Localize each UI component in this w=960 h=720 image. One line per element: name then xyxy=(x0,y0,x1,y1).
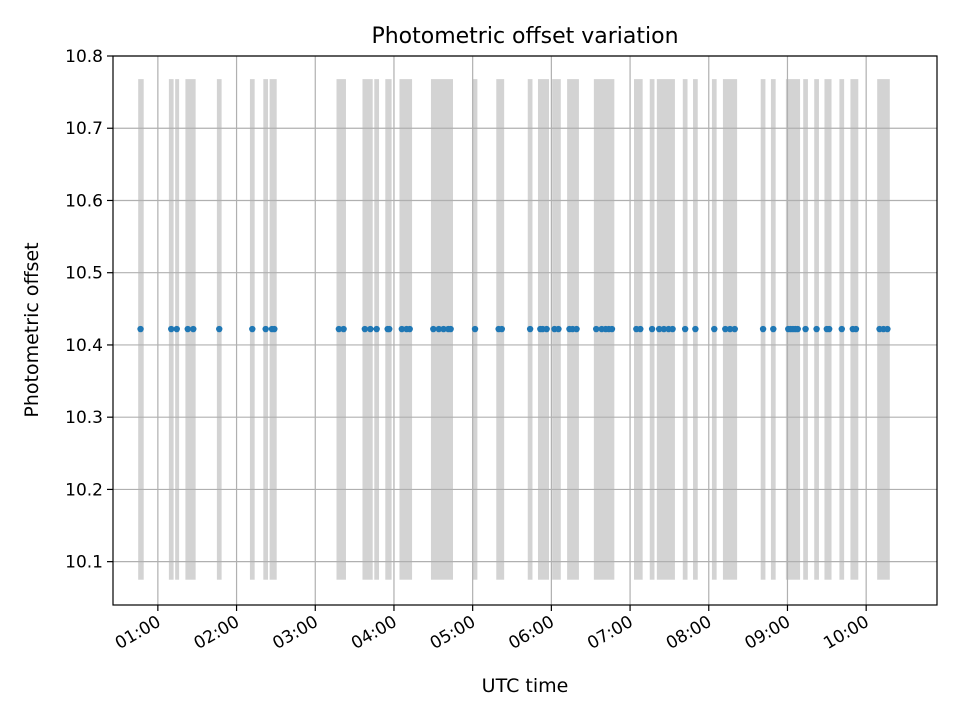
chart-title: Photometric offset variation xyxy=(371,24,678,49)
data-point xyxy=(608,325,616,333)
data-point xyxy=(802,325,809,333)
y-tick-label: 10.8 xyxy=(65,47,103,67)
data-point xyxy=(373,325,380,333)
data-point xyxy=(184,325,191,333)
data-point xyxy=(543,325,550,333)
data-point xyxy=(669,325,676,333)
data-point xyxy=(731,325,738,333)
data-point xyxy=(340,325,347,333)
y-tick-label: 10.5 xyxy=(65,264,103,284)
data-point xyxy=(838,325,845,333)
data-point xyxy=(794,325,801,333)
data-point xyxy=(271,325,278,333)
data-point xyxy=(655,325,663,333)
data-point xyxy=(168,325,175,333)
y-tick-label: 10.4 xyxy=(65,336,103,356)
y-axis-ticks: 10.1 10.2 10.3 10.4 10.5 10.6 10.7 10.8 xyxy=(65,47,113,573)
y-axis-label: Photometric offset xyxy=(21,242,43,417)
data-points xyxy=(137,325,891,333)
data-point xyxy=(471,325,479,333)
y-tick-label: 10.7 xyxy=(65,119,103,139)
data-point xyxy=(648,325,656,333)
data-point xyxy=(440,325,447,333)
y-tick-label: 10.2 xyxy=(65,480,103,500)
data-point xyxy=(386,325,393,333)
data-point xyxy=(681,325,689,333)
data-point xyxy=(173,325,180,333)
data-point xyxy=(770,325,777,333)
data-point xyxy=(262,325,269,333)
data-point xyxy=(711,325,718,333)
data-point xyxy=(660,325,668,333)
data-point xyxy=(813,325,820,333)
data-point xyxy=(637,325,644,333)
data-point xyxy=(430,325,437,333)
data-point xyxy=(435,325,443,333)
data-point xyxy=(498,325,505,333)
data-point xyxy=(137,325,144,333)
x-axis-label: UTC time xyxy=(482,675,569,697)
data-point xyxy=(406,325,413,333)
y-tick-label: 10.6 xyxy=(65,191,103,211)
data-point xyxy=(526,325,534,333)
data-point xyxy=(759,325,767,333)
data-point xyxy=(825,325,833,333)
data-point xyxy=(447,325,454,333)
data-point xyxy=(335,325,343,333)
data-point xyxy=(555,325,562,333)
data-point xyxy=(361,325,369,333)
data-point xyxy=(884,325,891,333)
y-tick-label: 10.3 xyxy=(65,408,103,428)
data-point xyxy=(852,325,860,333)
plot-frame xyxy=(112,55,938,606)
data-point xyxy=(216,325,223,333)
data-point xyxy=(593,325,600,333)
data-point xyxy=(367,325,374,333)
data-point xyxy=(573,325,580,333)
data-point xyxy=(398,325,406,333)
data-point xyxy=(249,325,256,333)
data-point xyxy=(726,325,734,333)
data-point xyxy=(692,325,699,333)
data-point xyxy=(190,325,197,333)
y-tick-label: 10.1 xyxy=(65,553,103,573)
data-point xyxy=(722,325,729,333)
